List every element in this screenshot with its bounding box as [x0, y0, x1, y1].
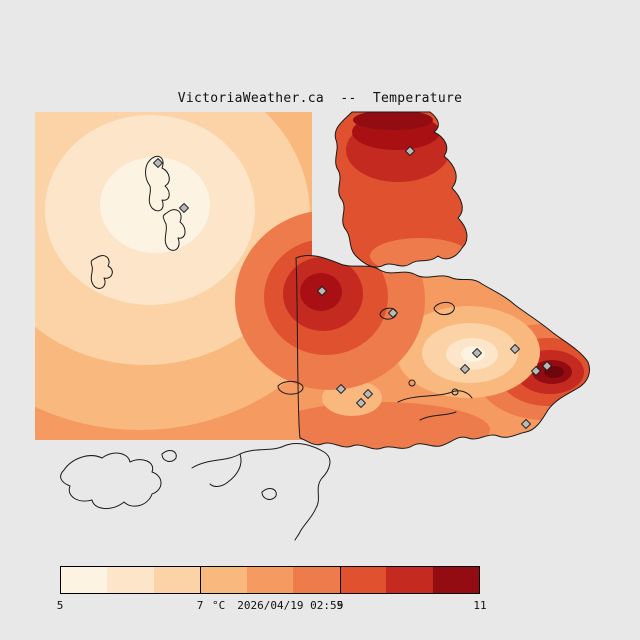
- colorbar-segment: [61, 567, 108, 593]
- station-marker-diamond-icon: [355, 397, 367, 409]
- colorbar-segment: [293, 567, 340, 593]
- colorbar-segment: [246, 567, 294, 593]
- station-marker-diamond-icon: [530, 365, 542, 377]
- colorbar-segment: [386, 567, 433, 593]
- colorbar-segment: [432, 567, 479, 593]
- station-marker-diamond-icon: [459, 363, 471, 375]
- station-marker-diamond-icon: [152, 157, 164, 169]
- colorbar-segment: [153, 567, 201, 593]
- colorbar-tick-label: 9: [336, 599, 344, 612]
- contour-region-northeast: [335, 112, 467, 268]
- station-marker-diamond-icon: [509, 343, 521, 355]
- station-marker-diamond-icon: [178, 202, 190, 214]
- station-marker-diamond-icon: [541, 360, 553, 372]
- station-marker-diamond-icon: [387, 307, 399, 319]
- colorbar-tick-label: 5: [56, 599, 64, 612]
- station-markers: [152, 145, 553, 430]
- colorbar-caption: °C 2026/04/19 02:55: [212, 599, 343, 612]
- colorbar-segment: [107, 567, 154, 593]
- colorbar-tick-line: [200, 567, 201, 593]
- station-marker-diamond-icon: [316, 285, 328, 297]
- colorbar-tick-line: [340, 567, 341, 593]
- timestamp-label: 2026/04/19 02:55: [237, 599, 344, 612]
- colorbar-tick-label: 7: [196, 599, 204, 612]
- colorbar: [60, 566, 480, 594]
- station-marker-diamond-icon: [335, 383, 347, 395]
- coastline-outlines: [60, 111, 591, 541]
- station-marker-diamond-icon: [362, 388, 374, 400]
- station-marker-diamond-icon: [520, 418, 532, 430]
- station-marker-diamond-icon: [404, 145, 416, 157]
- page-title: VictoriaWeather.ca -- Temperature: [177, 91, 463, 106]
- station-marker-diamond-icon: [471, 347, 483, 359]
- colorbar-segment: [200, 567, 247, 593]
- unit-label: °C: [212, 599, 226, 612]
- colorbar-segment: [339, 567, 387, 593]
- colorbar-gradient: [61, 567, 479, 593]
- colorbar-tick-label: 11: [473, 599, 487, 612]
- colorbar-tick-labels: 5 7 9 11: [0, 599, 640, 615]
